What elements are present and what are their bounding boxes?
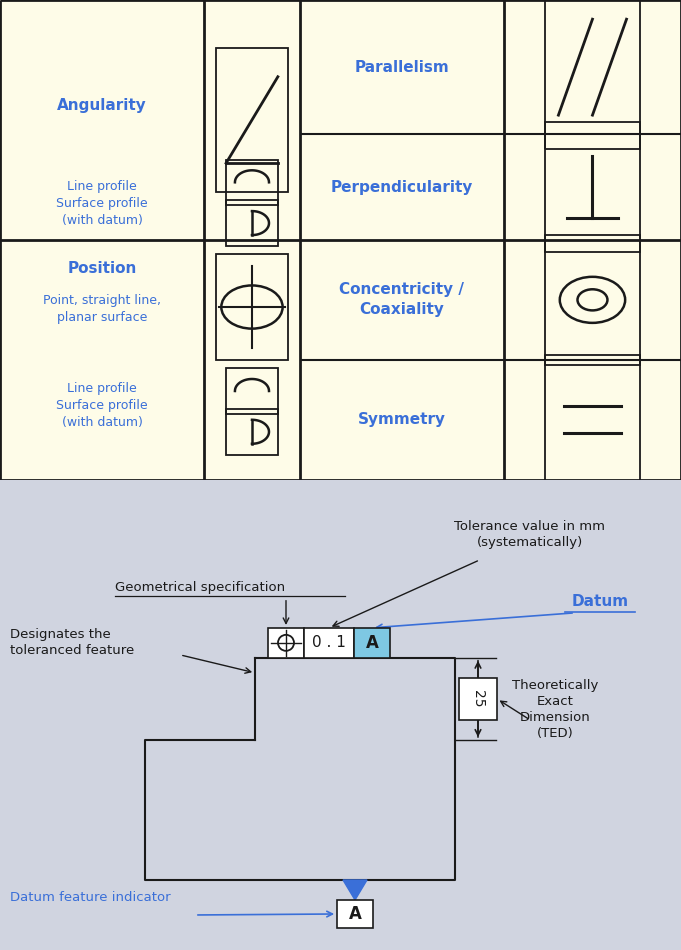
Bar — [226, 369, 278, 414]
Text: A: A — [349, 905, 362, 923]
Text: Theoretically
Exact
Dimension
(TED): Theoretically Exact Dimension (TED) — [512, 679, 598, 740]
Text: Position: Position — [67, 261, 137, 276]
Text: Concentricity /
Coaxiality: Concentricity / Coaxiality — [339, 282, 464, 317]
Polygon shape — [343, 880, 367, 900]
Bar — [226, 200, 278, 246]
Bar — [545, 123, 640, 252]
Bar — [337, 900, 373, 928]
Text: 25: 25 — [471, 690, 485, 708]
Text: Line profile
Surface profile
(with datum): Line profile Surface profile (with datum… — [57, 180, 148, 227]
Text: A: A — [366, 634, 379, 652]
Text: Symmetry: Symmetry — [358, 412, 446, 428]
Text: Perpendicularity: Perpendicularity — [330, 180, 473, 195]
Bar — [545, 235, 640, 365]
Bar — [226, 160, 278, 205]
Bar — [545, 0, 640, 149]
Bar — [217, 48, 287, 192]
Text: Tolerance value in mm
(systematically): Tolerance value in mm (systematically) — [454, 521, 605, 549]
Bar — [545, 355, 640, 484]
Text: Line profile
Surface profile
(with datum): Line profile Surface profile (with datum… — [57, 382, 148, 428]
Bar — [268, 628, 304, 657]
Text: Designates the
toleranced feature: Designates the toleranced feature — [10, 628, 134, 656]
Text: Datum: Datum — [571, 595, 629, 609]
Bar — [226, 409, 278, 454]
Text: Parallelism: Parallelism — [354, 60, 449, 75]
Bar — [304, 628, 354, 657]
Text: 0 . 1: 0 . 1 — [312, 636, 346, 651]
Text: Geometrical specification: Geometrical specification — [115, 581, 285, 595]
Text: Point, straight line,
planar surface: Point, straight line, planar surface — [43, 294, 161, 325]
Bar — [217, 255, 287, 360]
Bar — [354, 628, 390, 657]
Text: Datum feature indicator: Datum feature indicator — [10, 891, 171, 904]
Text: Angularity: Angularity — [57, 98, 147, 113]
Bar — [459, 678, 497, 720]
